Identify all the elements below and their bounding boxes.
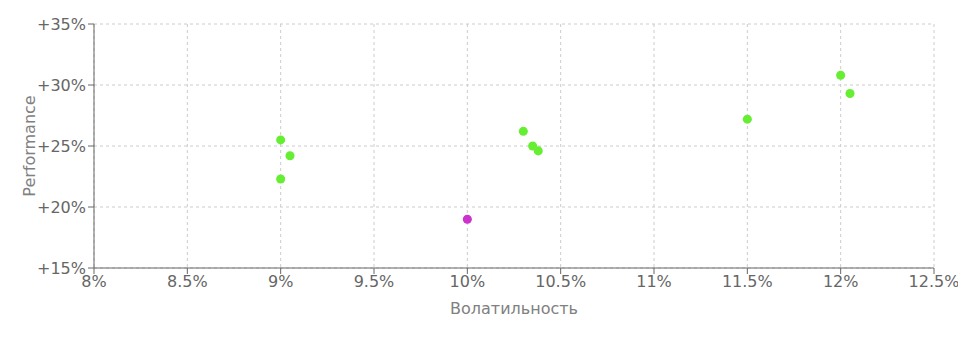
svg-text:11%: 11%	[636, 272, 672, 291]
svg-text:+30%: +30%	[37, 76, 86, 95]
svg-text:Performance: Performance	[20, 95, 39, 196]
svg-text:11.5%: 11.5%	[722, 272, 773, 291]
svg-text:+20%: +20%	[37, 198, 86, 217]
svg-text:+25%: +25%	[37, 137, 86, 156]
svg-text:+15%: +15%	[37, 259, 86, 278]
svg-text:8%: 8%	[81, 272, 107, 292]
svg-text:9.5%: 9.5%	[354, 272, 395, 291]
svg-text:Волатильность: Волатильность	[450, 299, 578, 318]
svg-text:10.5%: 10.5%	[535, 272, 586, 291]
svg-text:12.5%: 12.5%	[909, 272, 958, 291]
svg-text:8.5%: 8.5%	[167, 272, 208, 291]
svg-text:9%: 9%	[268, 272, 293, 291]
svg-text:+35%: +35%	[37, 15, 86, 34]
svg-text:12%: 12%	[823, 272, 859, 291]
svg-text:10%: 10%	[450, 272, 486, 291]
